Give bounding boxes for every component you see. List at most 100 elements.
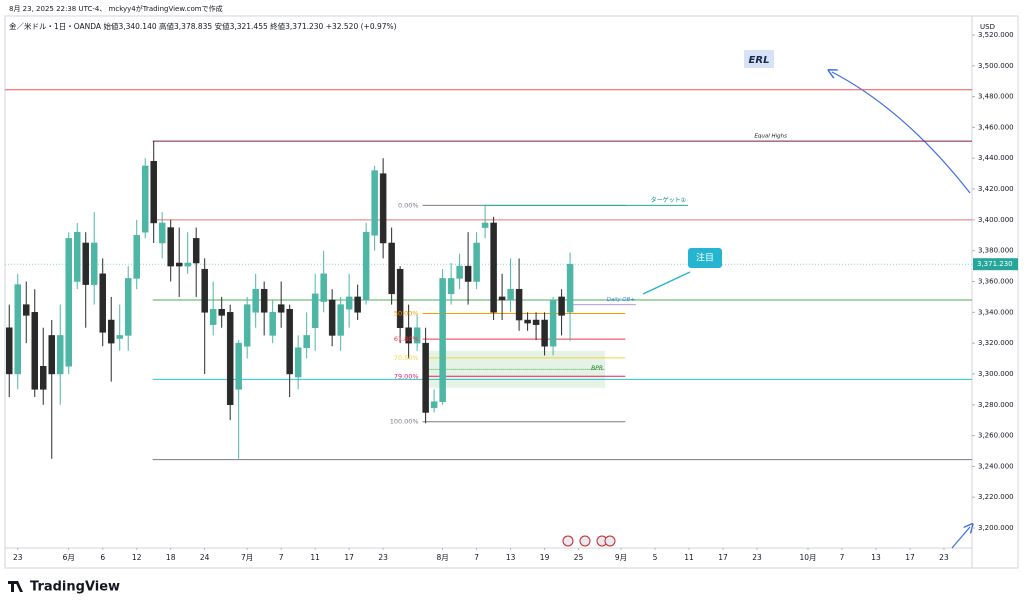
y-tick-label: 3,280.000 [978, 401, 1014, 409]
x-tick-label: 7 [279, 553, 284, 562]
candle-body [447, 278, 455, 295]
candle-body [82, 242, 89, 285]
x-tick-label: 23 [378, 553, 388, 562]
candle-body [311, 293, 319, 328]
candle-body [388, 242, 395, 295]
candle-body [269, 312, 276, 336]
currency: USD [980, 23, 995, 31]
x-tick-label: 23 [752, 553, 762, 562]
candle-body [379, 173, 387, 244]
candle-body [286, 308, 293, 375]
candle-body [31, 312, 38, 390]
erl-box [744, 50, 774, 68]
x-tick-label: 23 [939, 553, 949, 562]
logo [8, 581, 23, 592]
ohlc-value: 3,371.230 [285, 22, 324, 31]
candle-body [218, 308, 225, 316]
y-tick-label: 3,520.000 [978, 31, 1014, 39]
candle-body [65, 238, 72, 367]
y-tick-label: 3,420.000 [978, 185, 1014, 193]
candle-body [107, 319, 115, 344]
callout-pointer [642, 271, 691, 295]
symbol-legend: 金／米ドル・1日・OANDA 始値3,340.140 高値3,378.835 安… [9, 21, 397, 32]
candle-body [158, 222, 166, 244]
candle-body [320, 273, 327, 302]
x-tick-label: 7月 [241, 553, 253, 562]
x-tick-label: 5 [653, 553, 658, 562]
candle-body [524, 319, 531, 324]
candle-body [277, 304, 285, 313]
candle-body [201, 268, 208, 313]
candle-body [396, 268, 404, 328]
candle-body [422, 342, 429, 413]
candle-body [14, 284, 21, 375]
ohlc-label: 安値 [214, 22, 230, 31]
candle-body [354, 296, 361, 313]
x-tick-label: 11 [684, 553, 694, 562]
y-tick-label: 3,240.000 [978, 462, 1014, 470]
candle-body [141, 165, 149, 233]
x-tick-label: 23 [13, 553, 23, 562]
candle-body [413, 327, 421, 344]
candle-body [99, 273, 106, 333]
brand: TradingView [30, 580, 120, 595]
x-tick-label: 19 [540, 553, 550, 562]
y-tick-label: 3,480.000 [978, 93, 1014, 101]
x-tick-label: 25 [574, 553, 584, 562]
fib-label: 0.00% [398, 201, 419, 209]
x-tick-label: 6 [100, 553, 105, 562]
candle-body [558, 296, 565, 316]
candle-body [235, 342, 242, 390]
candle-body [405, 327, 412, 344]
candle-body [22, 304, 30, 316]
candle-body [90, 242, 98, 285]
y-tick-label: 3,440.000 [978, 154, 1014, 162]
x-tick-label: 12 [132, 553, 142, 562]
x-tick-label: 17 [344, 553, 354, 562]
focus-label: 注目 [696, 252, 714, 264]
bpr-box [422, 350, 606, 388]
event-icons [562, 535, 616, 547]
candle-body [167, 227, 174, 267]
candle-body [473, 242, 480, 282]
candle-body [456, 265, 463, 279]
x-tick-label: 7 [474, 553, 479, 562]
ohlc-value: 3,321.455 [229, 22, 268, 31]
focus-callout [688, 248, 722, 268]
bpr-label: BPR [591, 365, 603, 372]
y-tick-label: 3,320.000 [978, 339, 1014, 347]
target-label: ターゲット① [651, 196, 686, 204]
candle-body [362, 231, 370, 301]
fib-label: 50.00% [394, 310, 419, 318]
candle-body [116, 335, 123, 339]
x-tick-label: 13 [506, 553, 516, 562]
candle-body [532, 319, 540, 325]
candle-body [481, 222, 489, 228]
candle-body [566, 263, 574, 313]
candle-body [439, 278, 446, 402]
drawings [5, 89, 972, 461]
last-price-badge [973, 258, 1018, 271]
fib-label: 61.80% [394, 335, 419, 343]
candle-body [39, 366, 47, 390]
candle-body [243, 304, 251, 347]
candle-body [464, 265, 472, 282]
x-tick-label: 6月 [63, 553, 75, 562]
candle-body [192, 238, 200, 264]
ohlc-value: 3,340.140 [118, 22, 157, 31]
candle-body [209, 308, 217, 325]
candle-body [549, 299, 557, 347]
candle-body [430, 401, 438, 409]
candle-body [5, 327, 13, 375]
y-tick-label: 3,380.000 [978, 247, 1014, 255]
ohlc-label: 始値 [103, 22, 119, 31]
candle-body [175, 262, 183, 267]
erl-label: ERL [749, 55, 770, 66]
candle-body [184, 262, 191, 267]
fib-label: 100.00% [390, 418, 419, 426]
daily-ob-label: Daily OB+ [607, 297, 636, 303]
last-price-label: 3,371.230 [977, 260, 1013, 268]
arrow [832, 72, 971, 194]
y-tick-label: 3,200.000 [978, 524, 1014, 532]
